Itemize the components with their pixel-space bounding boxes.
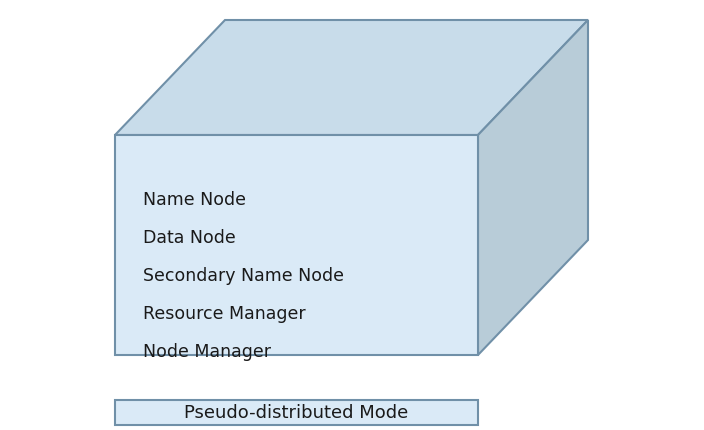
Text: Name Node: Name Node <box>143 191 246 209</box>
Text: Pseudo-distributed Mode: Pseudo-distributed Mode <box>184 403 408 421</box>
Polygon shape <box>115 135 478 355</box>
Polygon shape <box>478 20 588 355</box>
Bar <box>115 400 478 425</box>
Text: Secondary Name Node: Secondary Name Node <box>143 267 344 285</box>
Text: Node Manager: Node Manager <box>143 343 271 361</box>
Polygon shape <box>115 20 588 135</box>
Text: Resource Manager: Resource Manager <box>143 305 306 323</box>
Text: Data Node: Data Node <box>143 229 236 247</box>
